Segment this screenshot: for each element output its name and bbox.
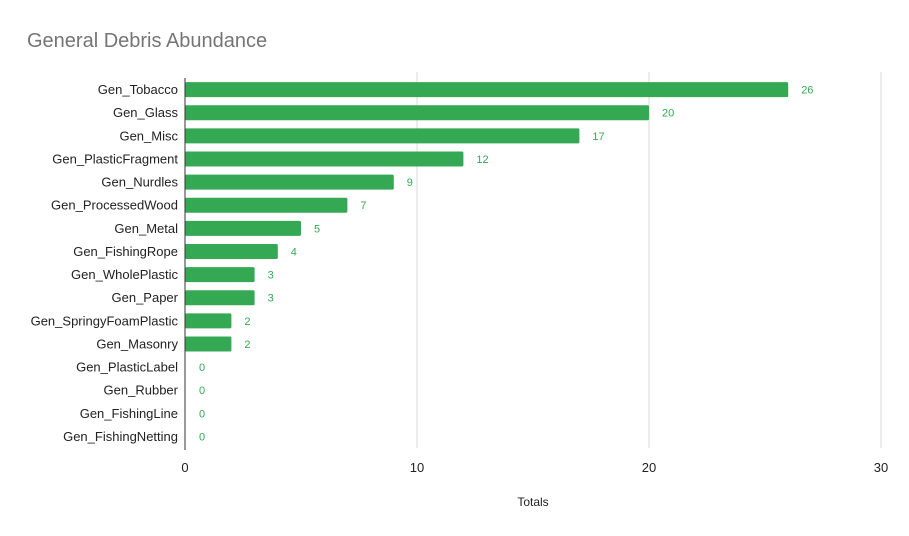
y-category-label: Gen_Metal bbox=[114, 221, 178, 236]
data-label: 2 bbox=[244, 339, 250, 351]
y-category-label: Gen_Masonry bbox=[96, 336, 178, 351]
data-label: 4 bbox=[291, 246, 297, 258]
y-category-label: Gen_FishingRope bbox=[73, 244, 178, 259]
y-category-label: Gen_SpringyFoamPlastic bbox=[31, 313, 179, 328]
data-label: 26 bbox=[801, 85, 813, 97]
y-category-label: Gen_Tobacco bbox=[98, 82, 178, 97]
x-tick-label: 30 bbox=[874, 460, 888, 475]
data-label: 12 bbox=[476, 154, 488, 166]
bar bbox=[185, 267, 255, 283]
bars bbox=[185, 82, 789, 352]
bar bbox=[185, 313, 232, 329]
y-category-label: Gen_Rubber bbox=[104, 383, 179, 398]
y-category-label: Gen_Nurdles bbox=[101, 175, 178, 190]
bar bbox=[185, 290, 255, 306]
y-category-label: Gen_Paper bbox=[112, 290, 179, 305]
y-category-label: Gen_ProcessedWood bbox=[51, 198, 178, 213]
y-category-label: Gen_Misc bbox=[119, 128, 178, 143]
data-label: 9 bbox=[407, 177, 413, 189]
y-category-label: Gen_PlasticFragment bbox=[52, 151, 178, 166]
bar bbox=[185, 128, 580, 144]
data-label: 0 bbox=[199, 431, 205, 443]
y-category-label: Gen_FishingNetting bbox=[63, 429, 178, 444]
data-label: 3 bbox=[268, 293, 274, 305]
data-label: 0 bbox=[199, 385, 205, 397]
bar bbox=[185, 220, 301, 236]
x-tick-label: 20 bbox=[642, 460, 656, 475]
y-category-label: Gen_FishingLine bbox=[80, 406, 178, 421]
data-label: 20 bbox=[662, 108, 674, 120]
bar bbox=[185, 174, 394, 190]
data-label: 5 bbox=[314, 223, 320, 235]
data-label: 2 bbox=[244, 316, 250, 328]
y-category-label: Gen_PlasticLabel bbox=[76, 360, 178, 375]
bar bbox=[185, 82, 789, 98]
bar bbox=[185, 197, 348, 213]
x-axis-title: Totals bbox=[517, 495, 548, 509]
x-tick-label: 0 bbox=[181, 460, 188, 475]
bar bbox=[185, 336, 232, 352]
data-label: 17 bbox=[592, 131, 604, 143]
chart-title: General Debris Abundance bbox=[27, 30, 268, 52]
y-category-label: Gen_Glass bbox=[113, 105, 179, 120]
data-label: 3 bbox=[268, 270, 274, 282]
x-tick-label: 10 bbox=[410, 460, 424, 475]
data-label: 0 bbox=[199, 362, 205, 374]
bar bbox=[185, 151, 464, 167]
y-category-label: Gen_WholePlastic bbox=[71, 267, 178, 282]
bar bbox=[185, 105, 649, 121]
data-label: 0 bbox=[199, 408, 205, 420]
bar bbox=[185, 243, 278, 259]
data-label: 7 bbox=[360, 200, 366, 212]
